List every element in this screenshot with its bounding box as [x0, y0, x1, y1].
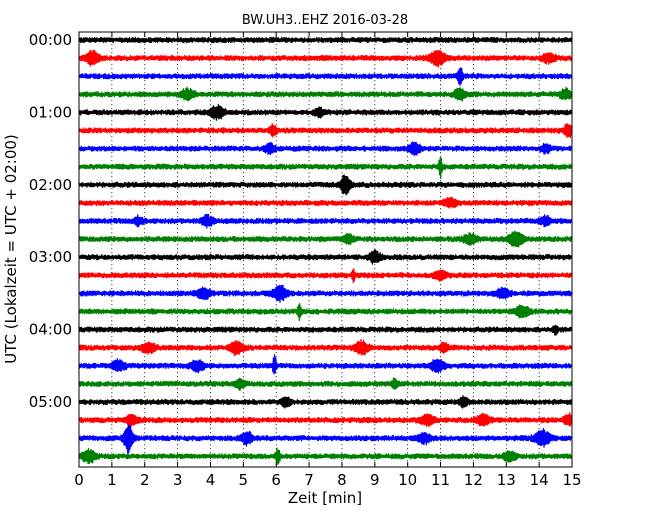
x-tick-label: 15 — [562, 471, 581, 489]
x-tick-label: 14 — [530, 471, 549, 489]
trace-0115 — [78, 123, 573, 139]
chart-title: BW.UH3..EHZ 2016-03-28 — [242, 13, 408, 28]
trace-0130 — [78, 141, 573, 157]
y-tick-label: 00:00 — [29, 31, 72, 49]
trace-0215 — [78, 196, 573, 209]
y-tick-label: 02:00 — [29, 176, 72, 194]
y-axis-label: UTC (Lokalzeit = UTC + 02:00) — [2, 134, 20, 364]
trace-0200 — [78, 174, 573, 196]
x-tick-label: 5 — [239, 471, 249, 489]
x-tick-label: 12 — [464, 471, 483, 489]
trace-0030 — [78, 67, 573, 87]
trace-0230 — [78, 213, 573, 229]
x-tick-label: 6 — [271, 471, 281, 489]
y-tick-label: 05:00 — [29, 393, 72, 411]
trace-0400 — [78, 324, 573, 336]
y-tick-label: 01:00 — [29, 103, 72, 121]
trace-0315 — [78, 268, 573, 284]
x-tick-label: 1 — [107, 471, 117, 489]
trace-0345 — [78, 303, 573, 322]
trace-0015 — [78, 49, 573, 68]
y-tick-label: 03:00 — [29, 248, 72, 266]
trace-0300 — [78, 249, 573, 265]
x-tick-label: 3 — [173, 471, 183, 489]
trace-0500 — [78, 395, 573, 409]
trace-0545 — [78, 447, 573, 466]
y-tick-label: 04:00 — [29, 321, 72, 339]
trace-0000 — [78, 36, 573, 44]
axis-ticks — [78, 32, 573, 467]
tick-labels: 0 1 2 3 4 5 6 7 8 9 10 11 12 13 14 1500:0001:0002:0003:… — [29, 31, 582, 489]
x-axis-label: Zeit [min] — [288, 489, 362, 507]
trace-0145 — [78, 157, 573, 180]
trace-0045 — [78, 86, 573, 102]
plot-frame — [78, 31, 573, 468]
trace-0530 — [78, 423, 573, 454]
trace-area — [78, 36, 573, 466]
x-tick-label: 7 — [304, 471, 314, 489]
x-tick-label: 2 — [140, 471, 150, 489]
trace-0100 — [78, 104, 573, 121]
x-tick-label: 4 — [206, 471, 216, 489]
trace-0415 — [78, 338, 573, 357]
trace-0515 — [78, 412, 573, 428]
trace-0445 — [78, 377, 573, 391]
x-tick-label: 8 — [337, 471, 347, 489]
x-tick-label: 9 — [370, 471, 380, 489]
x-tick-label: 10 — [398, 471, 417, 489]
trace-0245 — [78, 230, 573, 248]
x-tick-label: 0 — [74, 471, 84, 489]
x-tick-label: 11 — [431, 471, 450, 489]
x-tick-label: 13 — [497, 471, 516, 489]
grid-lines — [79, 32, 572, 467]
trace-0430 — [78, 354, 573, 375]
trace-0330 — [78, 284, 573, 303]
